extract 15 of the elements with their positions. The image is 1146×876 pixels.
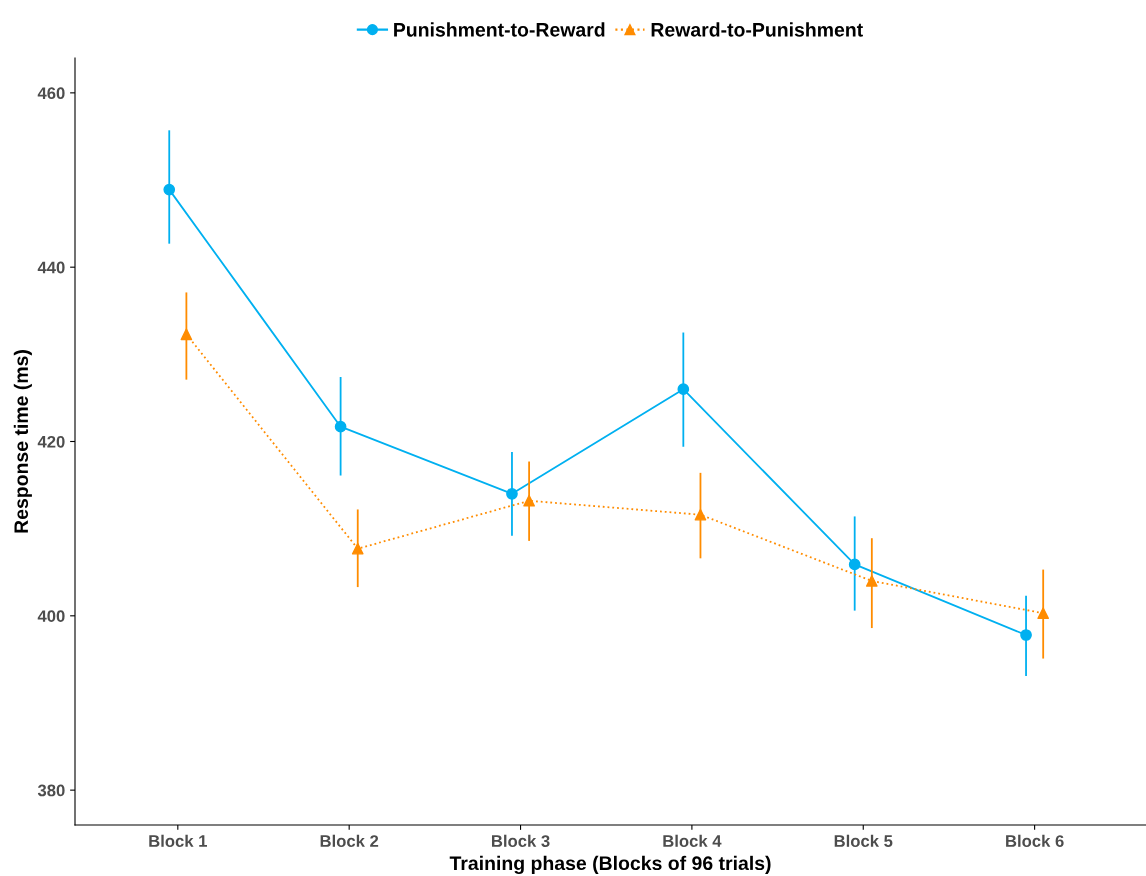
x-tick-label: Block 6 <box>1006 834 1064 847</box>
y-tick-label: 420 <box>37 435 65 448</box>
x-tick-label: Block 1 <box>149 834 207 847</box>
x-tick-label: Block 2 <box>320 834 379 847</box>
y-tick-label: 380 <box>37 784 65 797</box>
y-tick-label: 400 <box>37 610 65 623</box>
x-tick-label: Block 4 <box>663 834 722 847</box>
x-tick-label: Block 3 <box>492 834 550 847</box>
y-axis-title: Response time (ms) <box>13 350 32 533</box>
legend-label: Reward-to-Punishment <box>651 22 863 37</box>
legend-label: Punishment-to-Reward <box>394 22 605 37</box>
x-tick-label: Block 5 <box>834 834 893 847</box>
y-tick-label: 440 <box>37 261 65 274</box>
y-tick-label: 460 <box>37 87 65 100</box>
x-axis-title: Training phase (Blocks of 96 trials) <box>449 855 771 875</box>
